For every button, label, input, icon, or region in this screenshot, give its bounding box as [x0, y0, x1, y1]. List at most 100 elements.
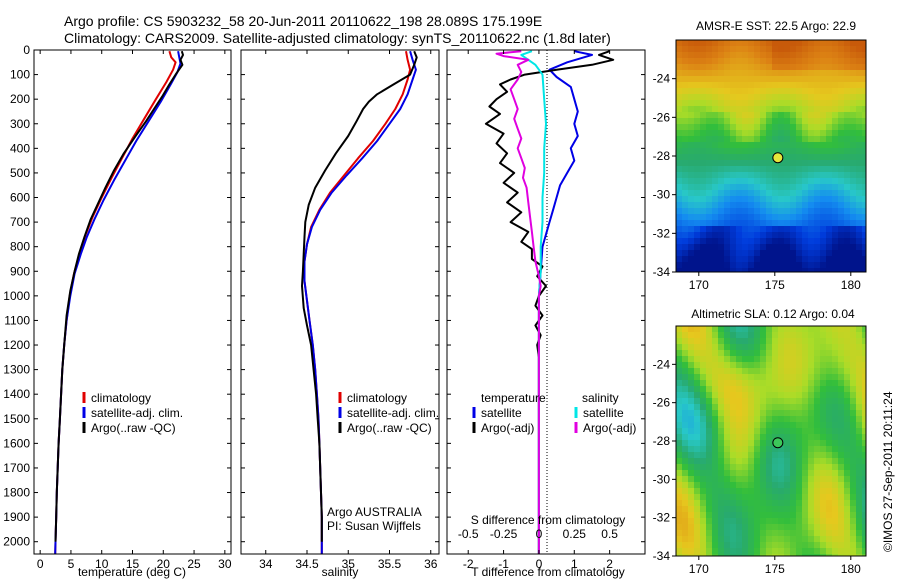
sst-map-cell: [850, 184, 857, 191]
sst-map-cell: [778, 112, 785, 119]
sst-map-cell: [712, 220, 719, 227]
sla-map-cell: [802, 332, 809, 339]
sla-map-cell: [838, 518, 845, 525]
sst-map-cell: [826, 100, 833, 107]
sla-map-cell: [802, 440, 809, 447]
sla-map-cell: [778, 338, 785, 345]
sla-map-cell: [718, 422, 725, 429]
sst-map-cell: [790, 202, 797, 209]
sla-map-cell: [820, 512, 827, 519]
sst-map-ytick-label: -26: [653, 110, 671, 124]
sla-map-cell: [844, 434, 851, 441]
sst-map-cell: [736, 268, 743, 273]
sst-map-cell: [784, 244, 791, 251]
sst-map-cell: [820, 244, 827, 251]
sla-map-ytick-label: -28: [653, 434, 671, 448]
sla-map-cell: [712, 332, 719, 339]
sst-map-cell: [742, 166, 749, 173]
sla-map-cell: [850, 416, 857, 423]
sla-map-cell: [706, 446, 713, 453]
sst-map-cell: [820, 76, 827, 83]
sst-map-cell: [730, 256, 737, 263]
sla-map-cell: [844, 536, 851, 543]
sst-map-cell: [832, 136, 839, 143]
sla-map-cell: [814, 386, 821, 393]
sla-map-cell: [712, 356, 719, 363]
sla-map-cell: [826, 500, 833, 507]
temperature-xtick-label: 30: [218, 557, 232, 571]
sst-map-cell: [784, 184, 791, 191]
sst-map-cell: [826, 76, 833, 83]
sst-map-cell: [688, 202, 695, 209]
sla-map-cell: [850, 548, 857, 555]
sst-map-cell: [844, 202, 851, 209]
sst-map-cell: [682, 82, 689, 89]
sst-map-cell: [772, 166, 779, 173]
sla-map-cell: [862, 410, 867, 417]
sst-map-cell: [676, 52, 683, 59]
sla-map-cell: [694, 446, 701, 453]
sla-map-cell: [688, 512, 695, 519]
sst-map-cell: [676, 70, 683, 77]
sst-map-cell: [742, 190, 749, 197]
sla-map-cell: [688, 458, 695, 465]
sst-map-cell: [718, 118, 725, 125]
sla-map-cell: [862, 440, 867, 447]
sst-map-cell: [718, 82, 725, 89]
sla-map-cell: [718, 512, 725, 519]
sst-map-cell: [712, 268, 719, 273]
sla-map-cell: [802, 326, 809, 333]
sla-map-cell: [706, 410, 713, 417]
sla-map-cell: [796, 380, 803, 387]
sst-map-cell: [838, 178, 845, 185]
sla-map-cell: [826, 440, 833, 447]
sla-map-cell: [718, 440, 725, 447]
sla-map-cell: [736, 530, 743, 537]
sla-map-cell: [760, 476, 767, 483]
sst-map-cell: [802, 58, 809, 65]
sla-map-cell: [730, 344, 737, 351]
sla-map-cell: [838, 398, 845, 405]
sla-map-cell: [856, 512, 863, 519]
sla-map-cell: [832, 374, 839, 381]
sst-map-cell: [688, 118, 695, 125]
sst-map-cell: [700, 172, 707, 179]
sst-map-cell: [790, 160, 797, 167]
sst-map-cell: [766, 52, 773, 59]
sst-map-cell: [682, 268, 689, 273]
sla-map-cell: [838, 350, 845, 357]
sla-map-cell: [706, 344, 713, 351]
depth-ytick-label: 600: [10, 191, 30, 205]
sla-map-cell: [784, 452, 791, 459]
sst-map-cell: [748, 202, 755, 209]
sla-map-cell: [688, 518, 695, 525]
sla-map-cell: [772, 524, 779, 531]
sla-map-cell: [814, 500, 821, 507]
sst-map-cell: [736, 220, 743, 227]
sst-map-cell: [724, 268, 731, 273]
sla-map-cell: [826, 398, 833, 405]
sla-map-cell: [850, 368, 857, 375]
sla-map-cell: [784, 422, 791, 429]
difference-xtick-label: 2: [606, 557, 613, 571]
sla-map-cell: [730, 506, 737, 513]
sla-map-cell: [796, 368, 803, 375]
sst-map-cell: [754, 124, 761, 131]
sst-map-cell: [784, 232, 791, 239]
sst-map-cell: [856, 232, 863, 239]
sla-map-cell: [700, 518, 707, 525]
sst-map-cell: [724, 220, 731, 227]
sst-map-cell: [706, 112, 713, 119]
sst-map-cell: [802, 142, 809, 149]
sst-map-cell: [772, 70, 779, 77]
sla-map-cell: [772, 500, 779, 507]
sst-map-cell: [790, 130, 797, 137]
sst-map-cell: [838, 100, 845, 107]
sst-map-cell: [772, 214, 779, 221]
sst-map-cell: [730, 202, 737, 209]
sla-map-cell: [856, 404, 863, 411]
sla-map-cell: [742, 344, 749, 351]
sla-map-cell: [790, 464, 797, 471]
sst-map-cell: [814, 160, 821, 167]
sla-map-cell: [730, 512, 737, 519]
